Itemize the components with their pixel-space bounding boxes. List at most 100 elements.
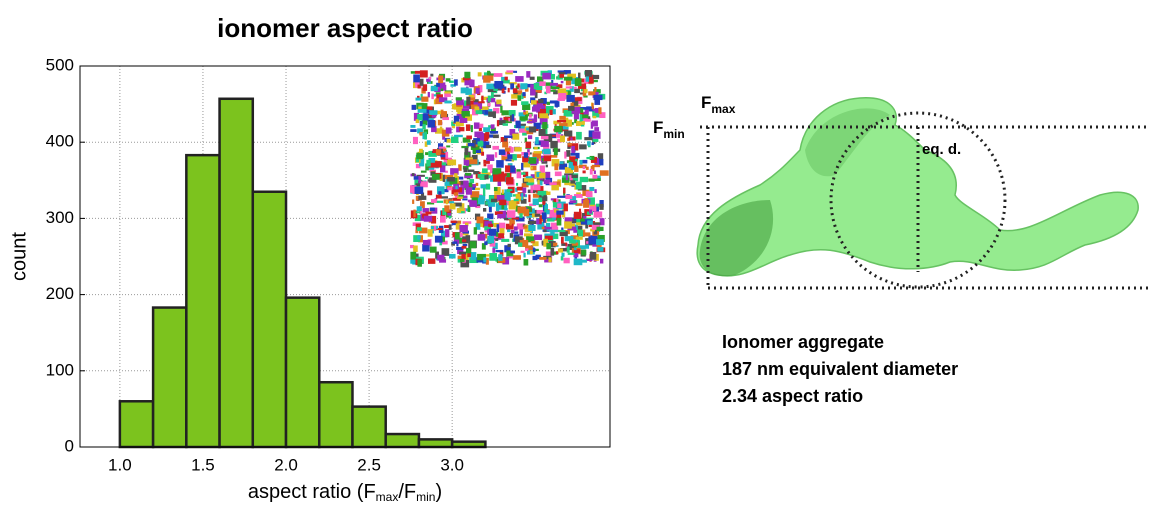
particle [530,89,536,96]
particle [445,229,450,238]
particle [542,191,551,195]
particle [549,233,559,240]
particle [556,210,564,215]
particle [454,134,463,138]
particle [488,205,492,213]
particle [527,135,533,140]
particle [573,230,580,233]
particle [438,191,442,198]
particle [486,83,495,90]
particle [533,234,543,241]
particle [575,236,583,240]
particle [550,73,556,80]
particle [536,105,545,113]
particle [510,217,519,220]
particle [528,126,537,133]
particle [524,137,527,143]
particle [451,221,458,226]
particle [558,72,566,75]
particle [592,174,598,179]
particle [532,198,539,206]
particle [475,197,485,205]
particle [510,190,514,194]
particle [516,186,524,191]
particle [543,217,546,223]
particle [462,243,468,247]
particle [596,226,604,232]
particle [472,148,481,154]
particle [425,152,429,156]
particle [578,72,581,80]
particle [456,113,464,119]
particle [539,172,546,179]
particle [557,74,560,80]
particle [452,197,461,201]
particle [444,205,450,212]
particle [554,163,559,171]
particle [579,144,587,150]
particle [462,137,471,143]
particle [477,253,486,261]
particle [442,117,450,121]
particle [597,246,604,252]
particle [553,226,559,233]
particle [464,147,469,156]
particle [599,170,609,176]
particle [478,123,484,128]
particle [557,248,563,253]
particle [469,79,475,88]
particle [540,98,547,104]
particle [508,109,516,116]
particle [476,216,484,224]
y-tick-label: 100 [46,360,74,379]
particle [511,231,519,234]
particle [502,79,510,84]
particle [577,240,580,248]
particle [530,84,537,90]
particle [483,127,491,133]
particle [523,111,527,115]
particle [513,198,519,202]
particle [418,115,423,121]
particle [456,243,459,247]
particle [418,106,423,110]
particle [556,198,559,203]
particle [517,192,525,195]
particle [529,76,535,80]
particle [574,225,583,233]
particle [530,174,537,179]
particle [483,257,487,263]
particle [475,110,483,115]
particle [507,87,510,93]
particle [565,243,568,250]
particle [522,103,531,111]
particle [526,71,531,78]
particle [522,187,527,193]
particle [447,177,455,182]
particle [564,151,567,159]
particle [415,183,420,187]
particle [557,203,562,208]
particle [439,162,447,167]
particle [596,239,604,246]
particle [487,70,491,76]
aggregate-end [699,200,774,277]
particle [583,118,591,122]
bar [351,405,387,449]
particle [510,229,515,234]
particle [420,170,427,173]
particle [459,118,468,123]
particle [584,70,593,77]
particle [497,210,507,219]
particle [498,222,506,229]
particle [465,124,471,131]
particle [599,203,604,210]
particle [428,177,437,183]
particle [526,182,535,186]
particle [442,134,446,140]
particle [533,184,541,191]
particle [553,90,558,95]
particle [589,186,595,191]
particle [465,159,469,166]
x-tick-label: 2.0 [274,455,298,474]
